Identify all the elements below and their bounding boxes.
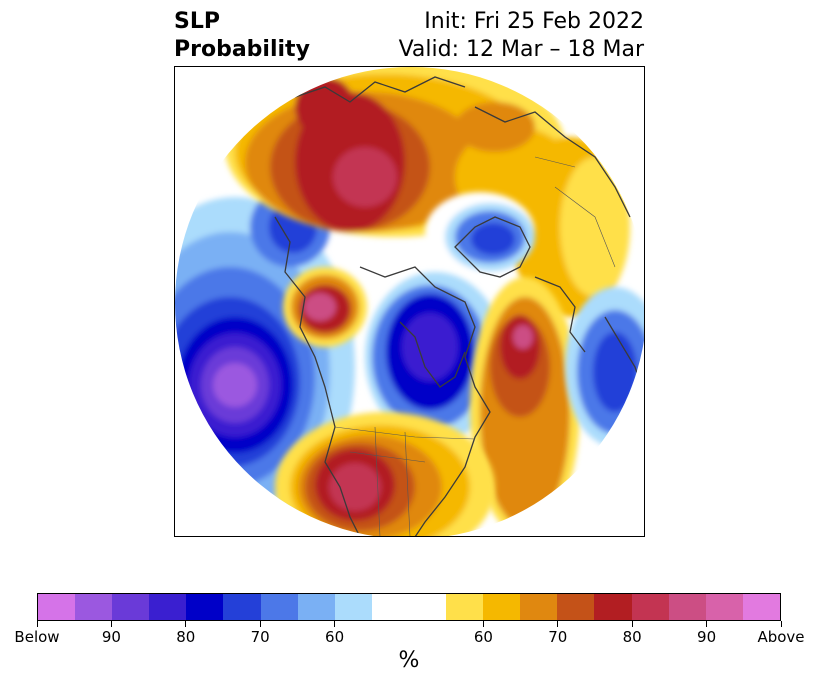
probability-map-svg <box>175 67 644 536</box>
colorbar-cell <box>112 594 150 620</box>
probability-colorbar <box>37 593 781 621</box>
southwest-us-above-anomaly <box>275 412 495 536</box>
colorbar-cell <box>371 594 409 620</box>
colorbar-cell <box>668 594 706 620</box>
colorbar-tick-label: 70 <box>548 628 568 646</box>
atlantic-above-anomaly <box>470 277 580 536</box>
colorbar-tick-label: 80 <box>622 628 642 646</box>
polar-map <box>174 66 645 537</box>
colorbar-tick <box>780 621 782 627</box>
init-date-label: Init: Fri 25 Feb 2022 <box>424 9 644 34</box>
colorbar-cell <box>520 594 558 620</box>
valid-range-label: Valid: 12 Mar – 18 Mar <box>398 37 644 62</box>
colorbar-cell <box>223 594 261 620</box>
colorbar-tick-label: 90 <box>697 628 717 646</box>
colorbar-tick <box>557 621 559 627</box>
colorbar-cell <box>408 594 447 620</box>
colorbar-tick-label: Above <box>757 628 805 646</box>
colorbar-tick <box>185 621 187 627</box>
colorbar-tick <box>259 621 261 627</box>
western-above-anomaly <box>283 267 367 347</box>
colorbar-tick-label: 60 <box>325 628 345 646</box>
colorbar-tick-label: 80 <box>176 628 196 646</box>
colorbar-cell <box>149 594 187 620</box>
colorbar-unit-label: % <box>398 648 420 673</box>
colorbar-cell <box>186 594 224 620</box>
arctic-above-anomaly <box>225 67 630 317</box>
map-title-right: Init: Fri 25 Feb 2022 Valid: 12 Mar – 18… <box>399 8 644 64</box>
title-subtitle: Probability <box>174 37 310 62</box>
colorbar-tick <box>110 621 112 627</box>
colorbar-cell <box>38 594 76 620</box>
colorbar-cell <box>297 594 335 620</box>
colorbar-tick-label: 90 <box>101 628 121 646</box>
colorbar-tick-label: 60 <box>473 628 493 646</box>
colorbar-tick-label: 70 <box>250 628 270 646</box>
colorbar-cell <box>631 594 669 620</box>
colorbar-cell <box>742 594 780 620</box>
coastlines <box>274 76 644 536</box>
polar-below-anomaly <box>425 192 535 272</box>
colorbar-cell <box>334 594 372 620</box>
borders <box>334 156 616 536</box>
colorbar-tick <box>482 621 484 627</box>
colorbar-cell <box>446 594 484 620</box>
colorbar-cell <box>75 594 113 620</box>
colorbar-cell <box>260 594 298 620</box>
colorbar-tick <box>706 621 708 627</box>
map-title-left: SLP Probability <box>174 8 310 64</box>
colorbar-cell <box>705 594 743 620</box>
colorbar-tick <box>36 621 38 627</box>
probability-field <box>175 67 644 536</box>
colorbar-cell <box>594 594 632 620</box>
title-variable: SLP <box>174 9 220 34</box>
colorbar-cell <box>483 594 521 620</box>
colorbar-tick <box>334 621 336 627</box>
colorbar-cell <box>557 594 595 620</box>
colorbar-tick-label: Below <box>14 628 60 646</box>
colorbar-tick <box>631 621 633 627</box>
